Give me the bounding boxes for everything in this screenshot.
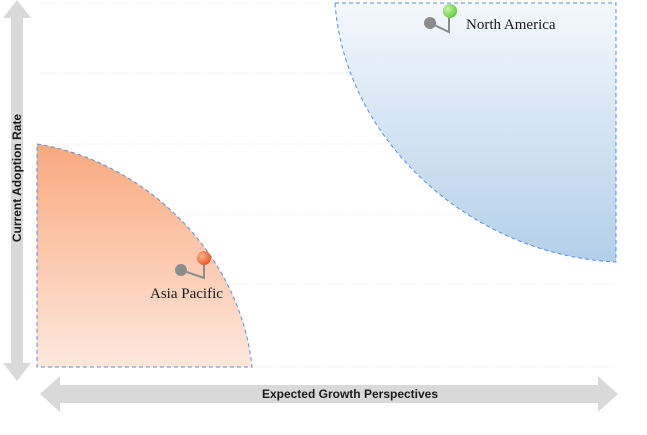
north-america-pin-icon (424, 4, 457, 34)
asia-pacific-pin-icon (175, 251, 211, 280)
y-axis-label: Current Adoption Rate (10, 114, 24, 243)
x-axis-label: Expected Growth Perspectives (262, 387, 438, 401)
gridlines (40, 2, 612, 368)
asia-pacific-region (36, 143, 253, 368)
y-axis-arrow (3, 0, 31, 381)
north-america-label: North America (466, 17, 556, 33)
asia-pacific-label: Asia Pacific (150, 286, 223, 302)
x-axis-arrow (40, 376, 618, 412)
north-america-region (334, 2, 617, 263)
